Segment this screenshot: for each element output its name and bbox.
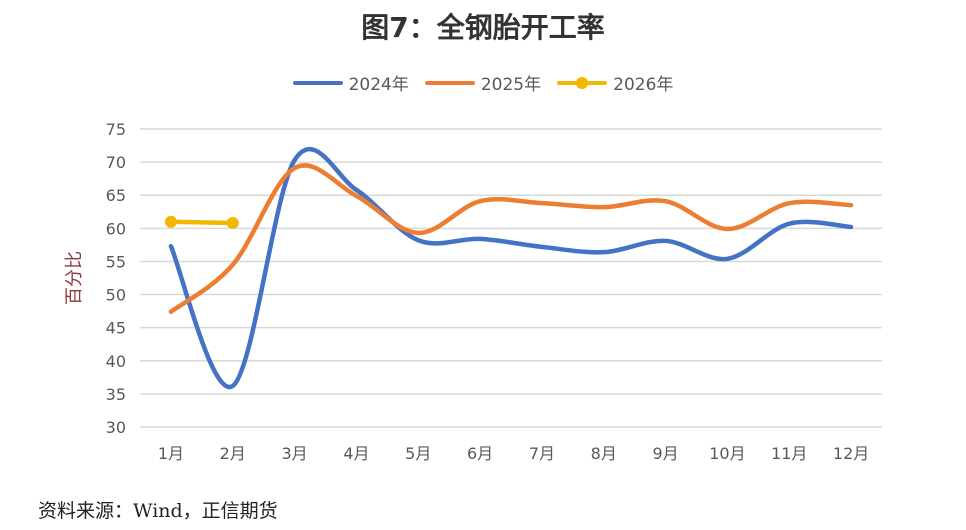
legend-label: 2025年 — [480, 75, 542, 95]
data-point — [226, 217, 239, 230]
source-note: 资料来源：Wind，正信期货 — [38, 500, 278, 522]
legend-item: 2026年 — [557, 70, 673, 95]
data-point — [164, 215, 177, 228]
legend: 2024年 2025年 2026年 — [0, 70, 966, 95]
x-tick-label: 4月 — [343, 444, 369, 463]
x-tick-label: 8月 — [591, 444, 617, 463]
legend-label: 2024年 — [348, 75, 409, 95]
y-tick-label: 40 — [106, 352, 126, 371]
series-line-2026年 — [168, 219, 235, 226]
y-tick-label: 65 — [106, 186, 126, 205]
x-tick-label: 11月 — [771, 444, 807, 463]
x-tick-label: 1月 — [158, 444, 184, 463]
legend-item: 2025年 — [424, 70, 542, 95]
y-tick-label: 30 — [106, 418, 126, 437]
legend-swatch — [557, 76, 608, 89]
x-tick-label: 6月 — [467, 444, 493, 463]
y-tick-label: 55 — [106, 252, 126, 271]
x-tick-label: 10月 — [709, 444, 745, 463]
y-tick-label: 75 — [106, 120, 126, 139]
chart-title: 图7：全钢胎开工率 — [361, 11, 605, 44]
series-line-2024年 — [168, 147, 854, 390]
y-tick-label: 60 — [106, 219, 126, 238]
legend-swatch — [292, 80, 343, 85]
legend-item: 2024年 — [292, 70, 409, 95]
x-tick-label: 3月 — [281, 444, 307, 463]
series-line-2025年 — [168, 163, 854, 315]
y-tick-label: 50 — [106, 286, 126, 305]
x-tick-label: 5月 — [405, 444, 431, 463]
legend-label: 2026年 — [613, 75, 674, 95]
x-tick-label: 2月 — [220, 444, 246, 463]
y-tick-label: 45 — [106, 319, 126, 338]
legend-swatch — [424, 80, 475, 85]
x-tick-label: 7月 — [529, 444, 555, 463]
y-tick-label: 35 — [106, 385, 126, 404]
x-tick-label: 9月 — [652, 444, 678, 463]
y-tick-label: 70 — [106, 153, 126, 172]
x-tick-label: 12月 — [833, 444, 869, 463]
